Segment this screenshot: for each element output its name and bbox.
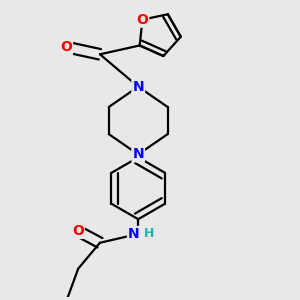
Text: N: N xyxy=(128,227,140,241)
Text: N: N xyxy=(132,80,144,94)
Text: O: O xyxy=(60,40,72,54)
Text: O: O xyxy=(136,13,148,27)
Text: H: H xyxy=(144,227,154,240)
Text: N: N xyxy=(132,147,144,161)
Text: O: O xyxy=(72,224,84,238)
